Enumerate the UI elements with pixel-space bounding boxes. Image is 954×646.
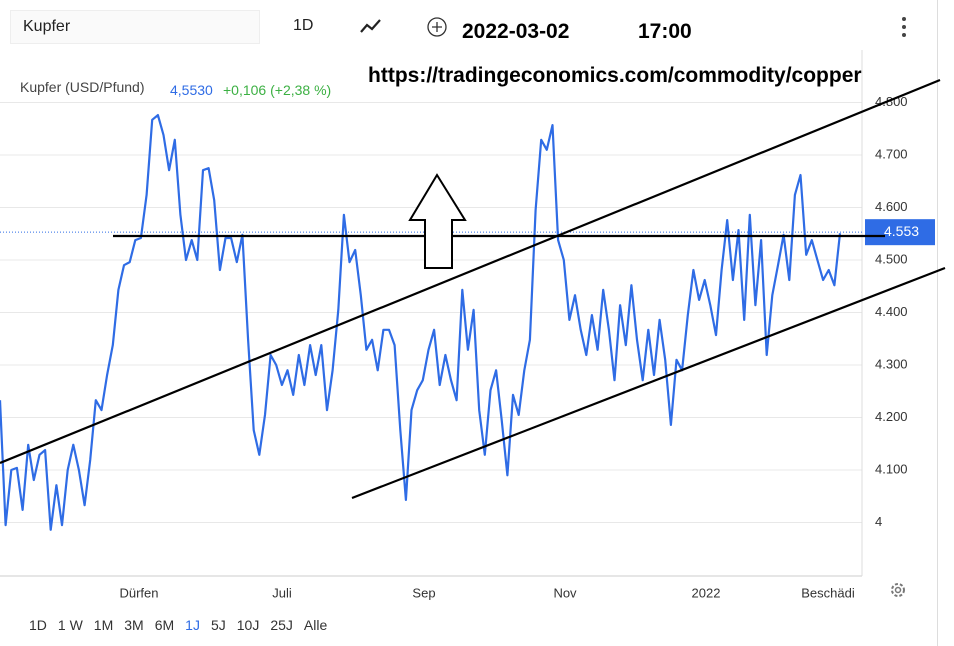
y-tick-label: 4.100 xyxy=(875,461,908,476)
range-button[interactable]: 1M xyxy=(93,617,114,633)
y-tick-label: 4.600 xyxy=(875,199,908,214)
y-tick-label: 4 xyxy=(875,514,882,529)
price: 4,5530 xyxy=(170,82,213,98)
last-price-label: 4.553 xyxy=(884,223,919,239)
trend-line xyxy=(0,78,941,465)
range-button[interactable]: 6M xyxy=(154,617,175,633)
chart-type-icon[interactable] xyxy=(358,16,384,38)
x-tick-label: Juli xyxy=(272,585,292,600)
x-tick-label: Sep xyxy=(412,585,435,600)
menu-icon[interactable] xyxy=(898,14,910,40)
date-annotation: 2022-03-02 xyxy=(462,20,570,43)
range-button[interactable]: 1D xyxy=(29,617,47,633)
settings-icon[interactable] xyxy=(888,580,908,600)
y-tick-label: 4.200 xyxy=(875,409,908,424)
trend-line xyxy=(351,266,946,500)
up-arrow xyxy=(408,173,467,269)
range-button[interactable]: 1 W xyxy=(57,617,83,633)
add-icon[interactable] xyxy=(426,16,450,40)
y-tick-label: 4.400 xyxy=(875,304,908,319)
range-button[interactable]: 3M xyxy=(124,617,144,633)
time-annotation: 17:00 xyxy=(638,20,692,43)
range-button[interactable]: 25J xyxy=(270,617,293,633)
panel-border xyxy=(937,0,938,646)
last-price-tag xyxy=(865,219,935,246)
range-button[interactable]: 1J xyxy=(185,617,200,633)
x-tick-label: 2022 xyxy=(692,585,721,600)
change: +0,106 (+2,38 %) xyxy=(223,82,332,98)
url-annotation: https://tradingeconomics.com/commodity/c… xyxy=(368,64,862,87)
timeframe-button[interactable]: 1D xyxy=(293,17,314,34)
range-selector: 1D 1 W 1M 3M 6M 1J 5J 10J 25J Alle xyxy=(24,617,333,633)
x-tick-label: Dürfen xyxy=(119,585,158,600)
search-box[interactable]: Kupfer xyxy=(10,10,260,44)
range-button[interactable]: 10J xyxy=(236,617,260,633)
y-tick-label: 4.500 xyxy=(875,251,908,266)
y-tick-label: 4.300 xyxy=(875,356,908,371)
x-tick-label: Beschädi xyxy=(801,585,855,600)
y-tick-label: 4.700 xyxy=(875,146,908,161)
price-line xyxy=(0,114,842,531)
range-button[interactable]: Alle xyxy=(303,617,328,633)
x-tick-label: Nov xyxy=(553,585,577,600)
range-button[interactable]: 5J xyxy=(210,617,226,633)
instrument-name: Kupfer (USD/Pfund) xyxy=(20,79,145,95)
